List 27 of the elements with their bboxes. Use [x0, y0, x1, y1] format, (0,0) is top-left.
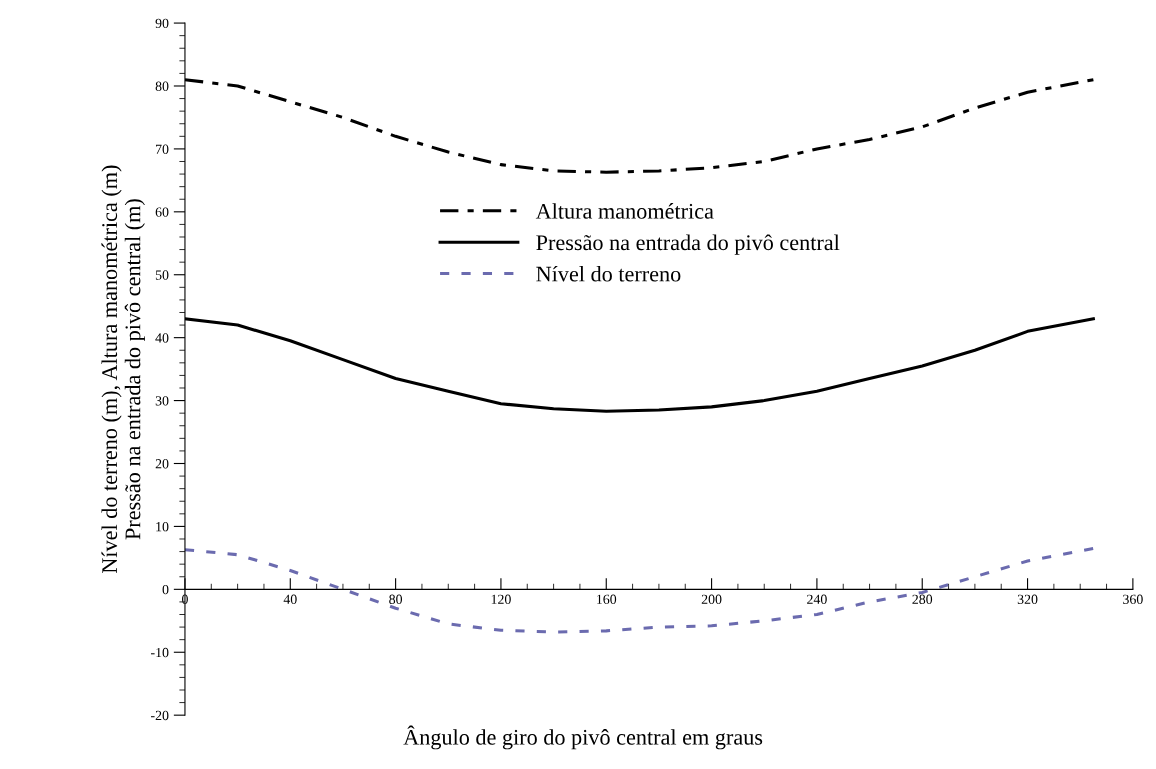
y-tick-label: 30: [155, 396, 169, 406]
y-tick-label: 90: [155, 18, 169, 29]
y-tick-label: 20: [155, 459, 169, 469]
y-tick-label: 40: [155, 333, 169, 343]
x-tick-label: 360: [1123, 594, 1143, 604]
line-series: [184, 546, 1095, 634]
legend-label: Nível do terreno: [536, 265, 681, 282]
y-axis-title: Nível do terreno (m), Altura manométrica (m) Pressão na entrada do pivô central (m): [101, 165, 145, 574]
y-tick-label: -10: [150, 647, 169, 658]
y-tick-label: 0: [162, 584, 169, 595]
legend-label: Pressão na entrada do pivô central: [536, 234, 840, 255]
y-tick-label: 50: [155, 270, 169, 280]
x-axis-title: Ângulo de giro do pivô central em graus: [403, 725, 763, 750]
y-tick-label: 80: [155, 81, 169, 91]
y-tick-label: -20: [150, 710, 169, 721]
x-tick-label: 240: [807, 594, 827, 604]
legend-label: Altura manométrica: [535, 203, 714, 219]
x-tick-label: 160: [597, 594, 617, 604]
y-tick-label: 10: [156, 522, 169, 532]
y-tick-label: 60: [155, 207, 169, 217]
x-tick-label: 120: [491, 594, 511, 604]
x-tick-label: 80: [389, 594, 403, 604]
x-tick-label: 320: [1017, 594, 1038, 604]
y-tick-label: 70: [156, 144, 169, 154]
x-tick-label: 40: [283, 594, 297, 604]
x-tick-label: 280: [912, 594, 933, 604]
x-tick-label: 200: [701, 594, 722, 604]
